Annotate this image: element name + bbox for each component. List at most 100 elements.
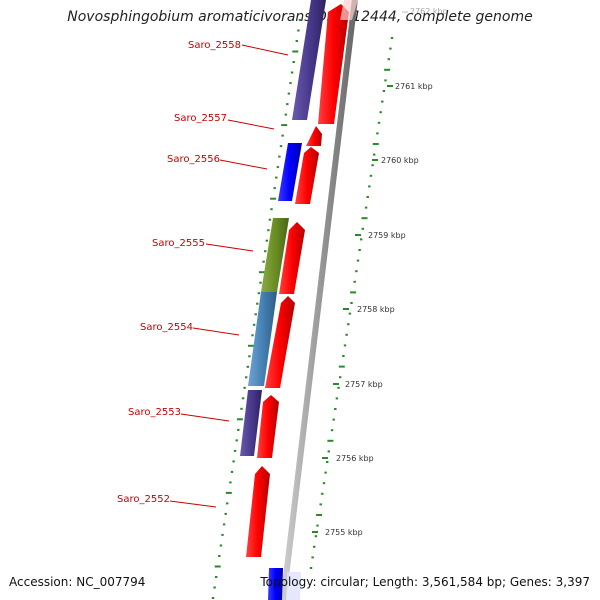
gene-arrow-saro-2558[interactable]: [318, 4, 349, 124]
gc-left-dot: [215, 576, 218, 578]
gene-label[interactable]: Saro_2553: [128, 407, 181, 418]
gc-left-dot: [278, 155, 281, 158]
gene-label[interactable]: Saro_2554: [140, 322, 193, 333]
gc-left-dot: [292, 61, 295, 63]
leader-line: [205, 243, 254, 252]
gc-left-dot: [243, 386, 246, 389]
gc-left-dot: [213, 586, 216, 589]
gc-right-dot: [338, 365, 345, 368]
gc-right-dot: [361, 217, 368, 220]
gc-left-dot: [219, 544, 223, 547]
gene-arrow-saro-2554-fwd[interactable]: [265, 296, 295, 388]
gc-left-dot: [281, 124, 288, 127]
forward-strand-genes: [246, 4, 349, 557]
gc-left-dot: [248, 344, 254, 347]
gc-left-dot: [256, 302, 259, 305]
gc-left-dot: [259, 281, 262, 284]
gc-content-track: [211, 19, 394, 599]
gene-arrow-saro-2556-fwd[interactable]: [295, 147, 319, 204]
gc-right-dot: [321, 492, 324, 495]
gc-left-dot: [237, 428, 240, 431]
gc-left-dot: [221, 533, 224, 536]
gc-left-dot: [248, 355, 251, 358]
gene-labels: Saro_2558 Saro_2557 Saro_2556 Saro_2555 …: [117, 40, 241, 505]
cog-box-bottom[interactable]: [268, 568, 283, 600]
gc-left-dot: [298, 19, 302, 21]
gc-left-dot: [254, 313, 257, 316]
gc-left-dot: [251, 334, 254, 337]
kbp-tick-label: 2759 kbp: [368, 231, 406, 240]
accession-label: Accession: NC_007794: [9, 575, 146, 589]
leader-line: [241, 44, 289, 56]
gc-left-dot: [281, 134, 284, 137]
gc-right-dot: [390, 37, 394, 39]
gc-left-dot: [246, 365, 249, 368]
cog-box-saro-2558[interactable]: [292, 0, 326, 120]
gc-right-dot: [379, 111, 382, 114]
kbp-tick-label: 2758 kbp: [357, 305, 395, 314]
gc-left-dot: [273, 187, 276, 190]
kbp-tick-label: 2755 kbp: [325, 528, 363, 537]
cog-box-saro-2556[interactable]: [278, 143, 302, 201]
gc-left-dot: [230, 470, 234, 473]
gc-left-dot: [222, 523, 226, 526]
gc-right-dot: [358, 249, 361, 251]
gc-right-dot: [309, 567, 313, 569]
gc-right-dot: [313, 545, 316, 548]
gene-label[interactable]: Saro_2556: [167, 154, 220, 165]
gc-left-dot: [235, 439, 238, 442]
gc-right-dot: [316, 514, 323, 516]
gene-arrow-saro-2557[interactable]: [306, 126, 322, 146]
gc-right-dot: [322, 482, 326, 485]
gc-right-dot: [330, 429, 334, 432]
gc-right-dot: [355, 270, 358, 273]
leader-line: [169, 500, 217, 508]
gc-left-dot: [257, 292, 261, 295]
gc-left-dot: [236, 418, 243, 421]
cog-box-saro-2553[interactable]: [240, 390, 262, 456]
gc-left-dot: [218, 555, 221, 557]
gc-left-dot: [259, 271, 265, 274]
gene-label[interactable]: Saro_2557: [174, 113, 227, 124]
gc-right-dot: [382, 90, 386, 92]
gene-arrow-saro-2555-fwd[interactable]: [279, 222, 305, 294]
gc-right-dot: [372, 143, 379, 145]
gc-left-dot: [229, 481, 232, 484]
gc-right-dot: [316, 524, 319, 527]
gc-right-dot: [376, 132, 379, 135]
gc-right-dot: [387, 58, 390, 61]
gene-label[interactable]: Saro_2555: [152, 238, 205, 249]
gc-right-dot: [368, 185, 371, 188]
gc-left-dot: [279, 145, 283, 148]
gene-label-leaders: [169, 44, 289, 508]
gc-right-dot: [326, 461, 329, 463]
gc-right-dot: [343, 344, 347, 347]
gc-left-dot: [295, 40, 298, 42]
gc-right-dot: [389, 47, 392, 50]
gc-left-dot: [286, 103, 289, 106]
genome-summary: Topology: circular; Length: 3,561,584 bp…: [260, 575, 590, 589]
cog-box-saro-2554[interactable]: [248, 292, 277, 386]
gc-right-dot: [384, 79, 387, 82]
gc-right-dot: [348, 312, 352, 315]
gene-arrow-saro-2552[interactable]: [246, 466, 270, 557]
gc-left-dot: [232, 460, 235, 463]
cog-box-saro-2555[interactable]: [261, 218, 289, 292]
gc-right-dot: [384, 68, 391, 71]
gc-right-dot: [339, 376, 342, 379]
gc-left-dot: [265, 239, 268, 242]
gc-left-dot: [292, 50, 299, 53]
map-title: Novosphingobium aromaticivorans DSM 1244…: [67, 9, 533, 25]
gc-left-dot: [224, 512, 227, 515]
gc-right-dot: [335, 397, 339, 400]
gene-arrow-top-faded: [340, 0, 358, 20]
gene-label[interactable]: Saro_2552: [117, 494, 170, 505]
gc-right-dot: [353, 280, 356, 283]
gc-right-dot: [356, 259, 360, 262]
gc-right-dot: [350, 302, 353, 304]
gc-left-dot: [226, 502, 229, 505]
gene-arrow-saro-2553-fwd[interactable]: [257, 395, 279, 458]
gene-label[interactable]: Saro_2558: [188, 40, 241, 51]
gc-right-dot: [342, 355, 345, 357]
